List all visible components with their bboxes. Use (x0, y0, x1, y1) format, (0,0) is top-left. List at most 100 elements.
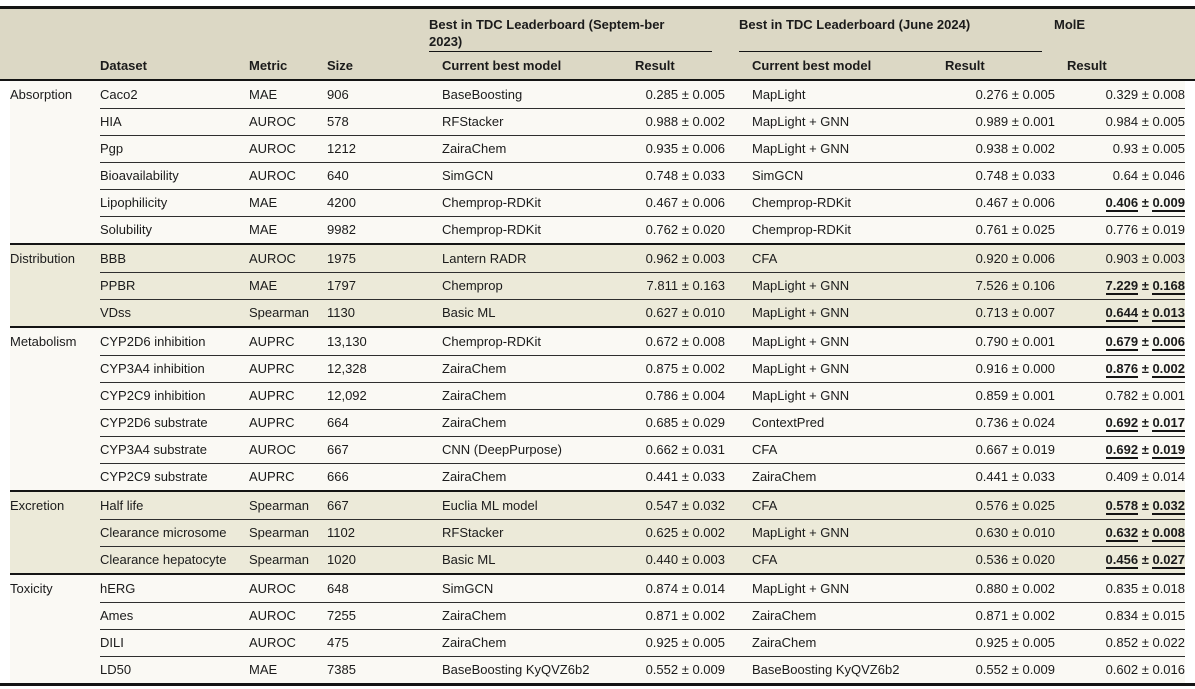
dataset-cell: hERG (100, 580, 136, 596)
dataset-cell: Lipophilicity (100, 194, 168, 210)
section-toxicity: Toxicity hERG AUROC 648 SimGCN 0.874 ± 0.014 M… (10, 572, 1185, 683)
june-result-cell: 0.989 ± 0.001 (975, 113, 1055, 129)
size-cell: 475 (327, 634, 349, 650)
sept-result-cell: 0.748 ± 0.033 (645, 167, 725, 183)
dataset-cell: Clearance hepatocyte (100, 551, 227, 567)
metric-cell: MAE (249, 86, 278, 102)
column-gap (725, 492, 752, 519)
june-model-cell: MapLight + GNN (752, 277, 850, 293)
column-gap (1055, 216, 1067, 243)
dataset-cell: CYP2C9 substrate (100, 468, 208, 484)
sept-model-cell: ZairaChem (442, 468, 507, 484)
sept-model-cell: BaseBoosting KyQVZ6b2 (442, 661, 590, 677)
col-header-june-model: Current best model (752, 57, 872, 73)
metric-cell: AUROC (249, 140, 296, 156)
sept-result-cell: 0.988 ± 0.002 (645, 113, 725, 129)
row-category-label (10, 382, 100, 409)
june-result-cell: 0.536 ± 0.020 (975, 551, 1055, 567)
june-result-cell: 0.916 ± 0.000 (975, 360, 1055, 376)
mole-result-cell: 0.406 ± 0.009 (1105, 194, 1185, 212)
mole-result-cell: 0.456 ± 0.027 (1105, 551, 1185, 569)
size-cell: 666 (327, 468, 349, 484)
column-group-tdc-june-2024: Best in TDC Leaderboard (June 2024) (739, 14, 1042, 52)
column-group-label: Best in TDC Leaderboard (June 2024) (739, 17, 971, 32)
column-group-mole: MolE (1054, 14, 1172, 52)
row-category-label: Absorption (10, 86, 73, 102)
section-excretion: Excretion Half life Spearman 667 Euclia ML m… (10, 489, 1185, 573)
june-model-cell: MapLight + GNN (752, 524, 850, 540)
size-cell: 667 (327, 441, 349, 457)
dataset-cell: Ames (100, 607, 134, 623)
sept-model-cell: Lantern RADR (442, 250, 527, 266)
column-gap (725, 216, 752, 243)
column-gap (725, 162, 752, 189)
row-category-label (10, 355, 100, 382)
mole-result-cell: 0.852 ± 0.022 (1105, 634, 1185, 650)
metric-cell: AUROC (249, 634, 296, 650)
dataset-cell: PPBR (100, 277, 136, 293)
june-result-cell: 0.925 ± 0.005 (975, 634, 1055, 650)
size-cell: 1130 (327, 304, 355, 320)
dataset-cell: CYP3A4 substrate (100, 441, 207, 457)
column-gap (1055, 463, 1067, 490)
mole-result-cell: 0.984 ± 0.005 (1105, 113, 1185, 129)
table-row: HIA AUROC 578 RFStacker 0.988 ± 0.002 MapLigh… (10, 107, 1185, 135)
column-gap (1055, 409, 1067, 436)
sept-model-cell: BaseBoosting (442, 86, 523, 102)
size-cell: 7255 (327, 607, 356, 623)
mole-result-cell: 0.632 ± 0.008 (1105, 524, 1185, 542)
column-gap (1055, 272, 1067, 299)
metric-cell: Spearman (249, 497, 309, 513)
sept-model-cell: SimGCN (442, 580, 494, 596)
table-row: CYP2C9 substrate AUPRC 666 ZairaChem 0.441 ±… (10, 462, 1185, 490)
sept-result-cell: 0.547 ± 0.032 (645, 497, 725, 513)
dataset-cell: CYP2D6 inhibition (100, 333, 206, 349)
june-result-cell: 0.880 ± 0.002 (975, 580, 1055, 596)
table-row: Lipophilicity MAE 4200 Chemprop-RDKit 0.467 … (10, 188, 1185, 216)
june-result-cell: 0.871 ± 0.002 (975, 607, 1055, 623)
sept-result-cell: 7.811 ± 0.163 (646, 277, 725, 293)
sept-result-cell: 0.625 ± 0.002 (645, 524, 725, 540)
metric-cell: AUPRC (249, 468, 295, 484)
dataset-cell: Pgp (100, 140, 124, 156)
row-category-label (10, 629, 100, 656)
size-cell: 640 (327, 167, 349, 183)
metric-cell: AUPRC (249, 387, 295, 403)
june-result-cell: 0.938 ± 0.002 (975, 140, 1055, 156)
column-group-label: Best in TDC Leaderboard (Septem-ber 2023… (429, 17, 665, 49)
june-result-cell: 0.467 ± 0.006 (975, 194, 1055, 210)
dataset-cell: CYP2D6 substrate (100, 414, 208, 430)
metric-cell: AUPRC (249, 414, 295, 430)
size-cell: 664 (327, 414, 349, 430)
table-row: VDss Spearman 1130 Basic ML 0.627 ± 0.010 Map… (10, 298, 1185, 326)
june-model-cell: ZairaChem (752, 468, 817, 484)
sept-model-cell: CNN (DeepPurpose) (442, 441, 562, 457)
column-gap (725, 189, 752, 216)
mole-result-cell: 0.602 ± 0.016 (1105, 661, 1185, 677)
sept-result-cell: 0.962 ± 0.003 (645, 250, 725, 266)
dataset-cell: HIA (100, 113, 122, 129)
table-row: Ames AUROC 7255 ZairaChem 0.871 ± 0.002 Zaira… (10, 601, 1185, 629)
column-gap (1055, 135, 1067, 162)
sept-result-cell: 0.552 ± 0.009 (645, 661, 725, 677)
sept-model-cell: RFStacker (442, 524, 504, 540)
sept-model-cell: Basic ML (442, 304, 496, 320)
section-distribution: Distribution BBB AUROC 1975 Lantern RADR 0.96… (10, 242, 1185, 326)
june-result-cell: 0.761 ± 0.025 (975, 221, 1055, 237)
column-header-row: Dataset Metric Size Current best model R… (10, 52, 1185, 79)
sept-model-cell: ZairaChem (442, 387, 507, 403)
sept-model-cell: ZairaChem (442, 607, 507, 623)
table-row: Solubility MAE 9982 Chemprop-RDKit 0.762 ± 0… (10, 215, 1185, 243)
column-gap (1055, 162, 1067, 189)
table-row: Pgp AUROC 1212 ZairaChem 0.935 ± 0.006 MapLig… (10, 134, 1185, 162)
sept-model-cell: Chemprop (442, 277, 503, 293)
dataset-cell: Bioavailability (100, 167, 179, 183)
june-result-cell: 0.576 ± 0.025 (975, 497, 1055, 513)
mole-result-cell: 0.782 ± 0.001 (1105, 387, 1185, 403)
metric-cell: Spearman (249, 551, 309, 567)
june-model-cell: MapLight + GNN (752, 580, 850, 596)
column-gap (725, 299, 752, 326)
dataset-cell: Clearance microsome (100, 524, 227, 540)
june-model-cell: MapLight + GNN (752, 387, 850, 403)
mole-result-cell: 0.903 ± 0.003 (1105, 250, 1185, 266)
